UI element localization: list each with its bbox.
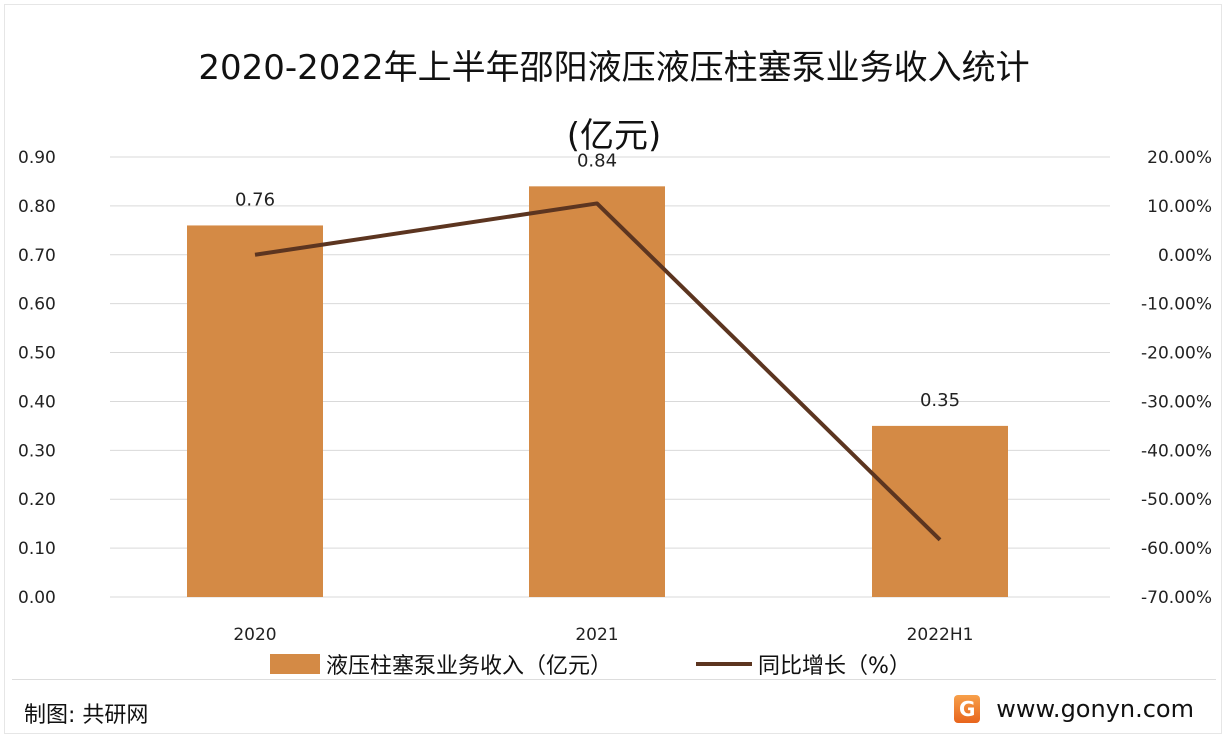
y-right-tick: -20.00% <box>1141 344 1212 364</box>
website: G www.gonyn.com <box>954 695 1194 723</box>
legend-bar-label: 液压柱塞泵业务收入（亿元） <box>326 654 613 679</box>
y-right-tick: 10.00% <box>1147 197 1212 217</box>
x-tick: 2022H1 <box>907 625 974 645</box>
chart-frame <box>4 4 1222 734</box>
bar <box>529 186 665 598</box>
legend-line-label: 同比增长（%） <box>758 654 911 679</box>
y-left-tick: 0.40 <box>18 392 56 412</box>
legend-line-swatch <box>696 662 753 666</box>
bar <box>872 425 1008 597</box>
bar-data-label: 0.76 <box>235 189 275 210</box>
y-right-tick: -30.00% <box>1141 392 1212 412</box>
y-right-tick: -10.00% <box>1141 295 1212 315</box>
bar-data-label: 0.84 <box>577 150 617 171</box>
y-right-tick: 0.00% <box>1158 246 1212 266</box>
x-tick: 2021 <box>575 625 618 645</box>
y-right-tick: -60.00% <box>1141 539 1212 559</box>
y-left-tick: 0.50 <box>18 344 56 364</box>
y-right-tick: 20.00% <box>1147 148 1212 168</box>
source-label: 制图: 共研网 <box>24 703 149 728</box>
y-left-tick: 0.30 <box>18 441 56 461</box>
chart-title-unit: (亿元) <box>566 116 662 156</box>
y-left-tick: 0.60 <box>18 295 56 315</box>
footer-divider <box>12 679 1216 680</box>
website-url: www.gonyn.com <box>996 695 1194 723</box>
chart-title: 2020-2022年上半年邵阳液压液压柱塞泵业务收入统计 <box>198 48 1030 88</box>
y-left-tick: 0.10 <box>18 539 56 559</box>
y-left-tick: 0.80 <box>18 197 56 217</box>
legend-bar-swatch <box>270 654 320 674</box>
x-tick: 2020 <box>233 625 276 645</box>
y-right-tick: -70.00% <box>1141 588 1212 608</box>
y-right-tick: -50.00% <box>1141 490 1212 510</box>
y-left-tick: 0.90 <box>18 148 56 168</box>
bar-data-label: 0.35 <box>920 390 960 411</box>
legend: 液压柱塞泵业务收入（亿元） 同比增长（%） <box>270 648 911 680</box>
y-right-tick: -40.00% <box>1141 441 1212 461</box>
y-left-tick: 0.20 <box>18 490 56 510</box>
gonyn-logo-icon: G <box>954 695 981 723</box>
bar <box>187 225 323 597</box>
y-left-tick: 0.00 <box>18 588 56 608</box>
y-left-tick: 0.70 <box>18 246 56 266</box>
